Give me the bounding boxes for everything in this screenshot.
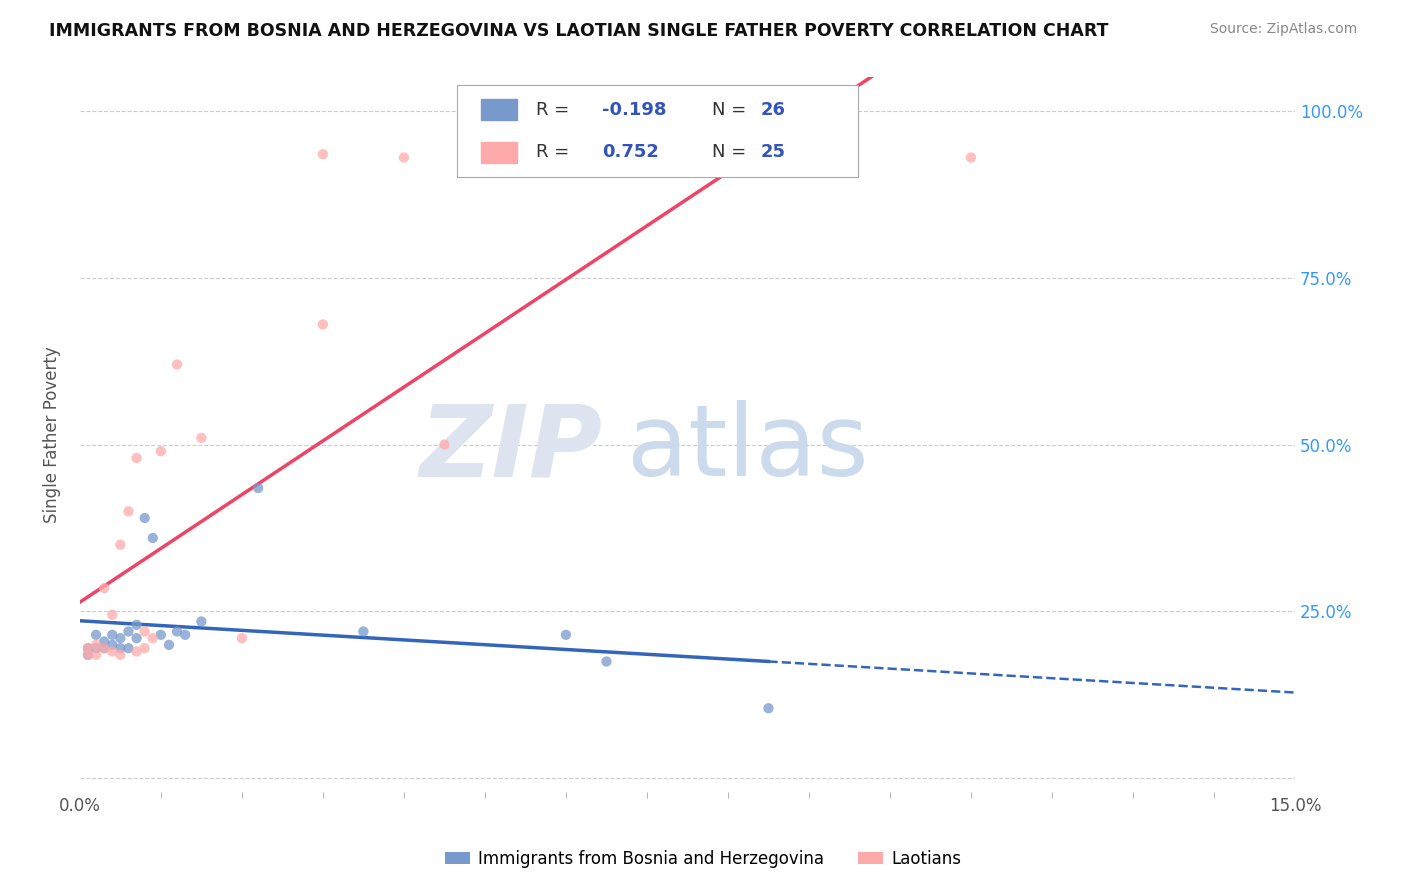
Legend: Immigrants from Bosnia and Herzegovina, Laotians: Immigrants from Bosnia and Herzegovina, … bbox=[439, 844, 967, 875]
Point bbox=[117, 504, 139, 518]
Point bbox=[134, 641, 156, 656]
Point bbox=[174, 628, 197, 642]
Point bbox=[110, 631, 132, 645]
Point bbox=[433, 437, 456, 451]
Point bbox=[231, 631, 253, 645]
Point bbox=[77, 648, 100, 662]
Point bbox=[134, 624, 156, 639]
Bar bbox=[481, 142, 517, 163]
Point bbox=[93, 641, 115, 656]
Point bbox=[93, 641, 115, 656]
Point bbox=[142, 531, 165, 545]
Point bbox=[142, 631, 165, 645]
Text: 25: 25 bbox=[761, 144, 786, 161]
Point bbox=[110, 538, 132, 552]
Text: atlas: atlas bbox=[627, 401, 869, 498]
Text: N =: N = bbox=[711, 101, 752, 119]
Point bbox=[110, 648, 132, 662]
Point bbox=[93, 581, 115, 595]
Point bbox=[101, 644, 124, 658]
Point bbox=[960, 151, 983, 165]
Text: 0.752: 0.752 bbox=[602, 144, 659, 161]
Point bbox=[190, 615, 212, 629]
Text: R =: R = bbox=[536, 144, 575, 161]
Point bbox=[101, 628, 124, 642]
Point bbox=[125, 644, 148, 658]
Text: -0.198: -0.198 bbox=[602, 101, 666, 119]
Point bbox=[166, 358, 188, 372]
Point bbox=[312, 318, 335, 332]
Text: 26: 26 bbox=[761, 101, 786, 119]
Point bbox=[101, 607, 124, 622]
Text: R =: R = bbox=[536, 101, 575, 119]
Point bbox=[84, 641, 107, 656]
Point bbox=[117, 641, 139, 656]
Point bbox=[93, 634, 115, 648]
Text: ZIP: ZIP bbox=[419, 401, 602, 498]
Point bbox=[77, 648, 100, 662]
Point bbox=[125, 631, 148, 645]
Point bbox=[77, 641, 100, 656]
Point bbox=[117, 624, 139, 639]
Point bbox=[166, 624, 188, 639]
Point bbox=[110, 641, 132, 656]
Point bbox=[595, 655, 617, 669]
Point bbox=[190, 431, 212, 445]
Point bbox=[77, 641, 100, 656]
Point bbox=[157, 638, 180, 652]
Point bbox=[555, 628, 578, 642]
Point bbox=[149, 628, 172, 642]
Point bbox=[352, 624, 374, 639]
Point bbox=[312, 147, 335, 161]
Point bbox=[125, 617, 148, 632]
Point bbox=[134, 511, 156, 525]
Point bbox=[247, 481, 270, 495]
Point bbox=[392, 151, 415, 165]
FancyBboxPatch shape bbox=[457, 85, 858, 178]
Y-axis label: Single Father Poverty: Single Father Poverty bbox=[44, 346, 60, 523]
Point bbox=[84, 648, 107, 662]
Point bbox=[84, 628, 107, 642]
Point bbox=[758, 701, 780, 715]
Point bbox=[84, 638, 107, 652]
Text: N =: N = bbox=[711, 144, 752, 161]
Point bbox=[125, 450, 148, 465]
Text: Source: ZipAtlas.com: Source: ZipAtlas.com bbox=[1209, 22, 1357, 37]
Point bbox=[149, 444, 172, 458]
Text: IMMIGRANTS FROM BOSNIA AND HERZEGOVINA VS LAOTIAN SINGLE FATHER POVERTY CORRELAT: IMMIGRANTS FROM BOSNIA AND HERZEGOVINA V… bbox=[49, 22, 1109, 40]
Point bbox=[101, 638, 124, 652]
Bar bbox=[481, 99, 517, 120]
